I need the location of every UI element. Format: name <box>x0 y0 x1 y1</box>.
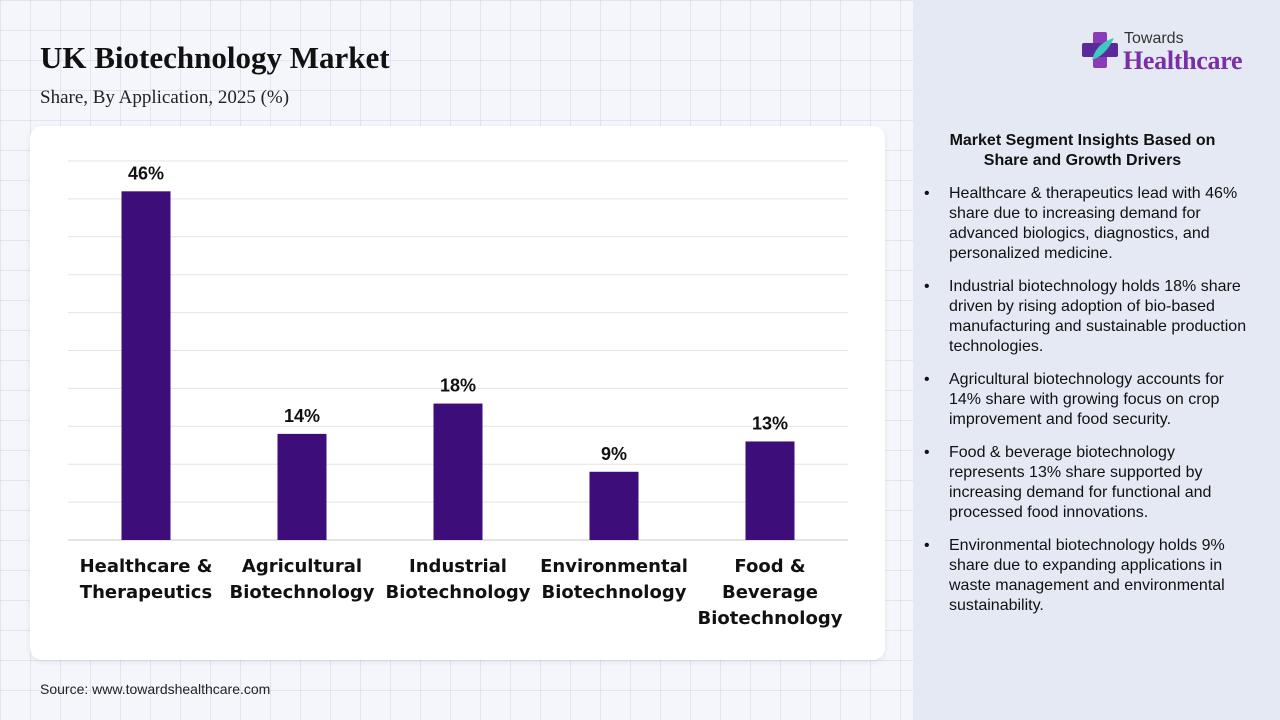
bar <box>745 441 795 540</box>
x-tick-label: Biotechnology <box>698 608 843 629</box>
x-tick-label: Industrial <box>409 556 507 577</box>
insights-title-line: Share and Growth Drivers <box>983 152 1182 169</box>
bullet-icon: • <box>924 185 930 202</box>
insight-item: • Food & beverage biotechnology represent… <box>922 443 1252 523</box>
insights-title: Market Segment Insights Based on Share a… <box>925 131 1240 171</box>
insight-item: • Environmental biotechnology holds 9% sh… <box>922 536 1252 616</box>
insight-item: • Industrial biotechnology holds 18% shar… <box>922 277 1252 357</box>
insight-text: Industrial biotechnology holds 18% share… <box>949 278 1247 355</box>
bar <box>277 433 327 540</box>
medical-cross-icon <box>1082 32 1118 68</box>
bar <box>589 471 639 540</box>
insights-list: • Healthcare & therapeutics lead with 46%… <box>922 184 1252 629</box>
x-tick-label: Agricultural <box>242 556 362 577</box>
x-tick-label: Food & <box>734 556 805 577</box>
insights-panel-background <box>913 0 1280 720</box>
insight-text: Food & beverage biotechnology represents… <box>949 444 1212 521</box>
x-tick-label: Biotechnology <box>542 582 687 603</box>
bar <box>433 403 483 540</box>
bullet-icon: • <box>924 444 930 461</box>
data-label: 14% <box>284 406 320 426</box>
x-tick-label: Biotechnology <box>230 582 375 603</box>
insight-item: • Healthcare & therapeutics lead with 46%… <box>922 184 1252 264</box>
chart-title: UK Biotechnology Market <box>40 40 390 75</box>
bullet-icon: • <box>924 278 930 295</box>
insight-text: Environmental biotechnology holds 9% sha… <box>949 537 1225 614</box>
source-note: Source: www.towardshealthcare.com <box>40 681 271 697</box>
chart-subtitle: Share, By Application, 2025 (%) <box>40 87 290 108</box>
bar <box>121 191 171 540</box>
bullet-icon: • <box>924 371 930 388</box>
insights-title-line: Market Segment Insights Based on <box>949 132 1216 149</box>
x-tick-label: Beverage <box>722 582 818 603</box>
data-label: 18% <box>440 376 476 396</box>
bar-chart: 46% Healthcare & Therapeutics 14% Agricultur… <box>68 160 848 629</box>
insight-text: Agricultural biotechnology accounts for … <box>949 371 1224 428</box>
x-tick-label: Healthcare & <box>80 556 213 577</box>
insight-item: • Agricultural biotechnology accounts for… <box>922 370 1252 430</box>
x-tick-label: Biotechnology <box>386 582 531 603</box>
x-tick-label: Environmental <box>540 556 688 577</box>
chart-card: 46% Healthcare & Therapeutics 14% Agricultur… <box>30 126 885 660</box>
insight-text: Healthcare & therapeutics lead with 46% … <box>949 185 1238 262</box>
bullet-icon: • <box>924 537 930 554</box>
data-label: 46% <box>128 163 164 183</box>
brand-logo: Towards Healthcare <box>1080 28 1260 78</box>
data-label: 9% <box>601 444 627 464</box>
data-label: 13% <box>752 413 788 433</box>
logo-text-healthcare: Healthcare <box>1123 46 1243 75</box>
logo-text-towards: Towards <box>1124 30 1184 47</box>
x-tick-label: Therapeutics <box>80 582 212 603</box>
